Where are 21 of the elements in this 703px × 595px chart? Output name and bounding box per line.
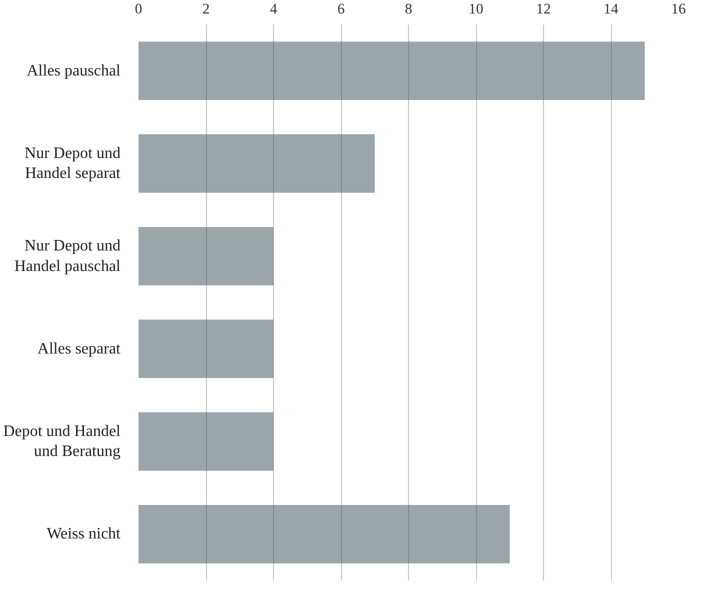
x-tick-label: 6 [337,2,345,18]
y-tick-label: Depot und Handel und Beratung [3,422,122,460]
x-tick-label: 4 [270,2,278,18]
bar [138,504,510,564]
x-tick-label: 14 [604,2,619,18]
bar [138,412,274,471]
y-tick-label: Alles separat [37,340,122,358]
bar [138,42,645,100]
x-tick-label: 0 [134,2,142,18]
x-tick-label: 12 [536,2,551,18]
x-tick-label: 8 [404,2,412,18]
y-tick-label: Alles pauschal [26,62,122,80]
bar [138,226,274,286]
bar [138,320,274,378]
x-tick-label: 16 [671,2,686,18]
x-tick-label: 10 [468,2,484,18]
y-tick-label: Nur Depot und Handel separat [24,144,122,182]
y-tick-label: Nur Depot und Handel pauschal [14,237,122,275]
x-tick-label: 2 [202,2,210,18]
y-tick-label: Weiss nicht [46,526,122,543]
bar [138,134,375,193]
